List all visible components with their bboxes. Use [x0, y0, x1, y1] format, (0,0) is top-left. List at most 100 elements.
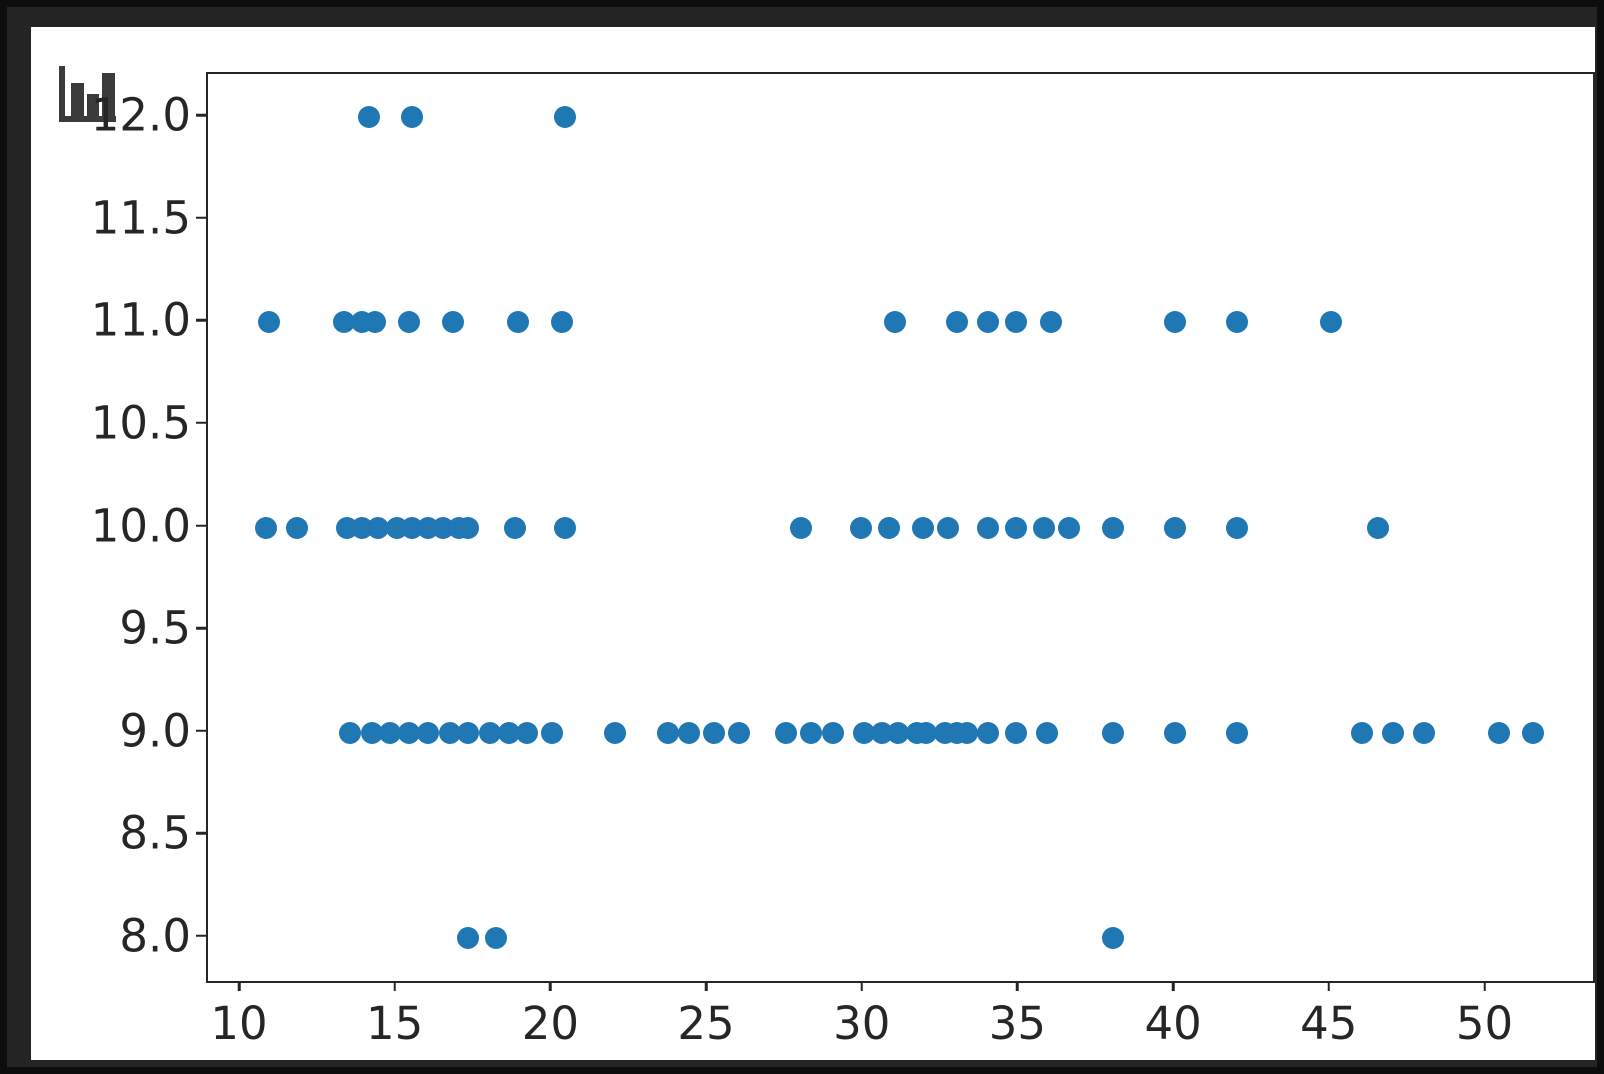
scatter-point [1036, 721, 1059, 744]
scatter-point [1226, 721, 1249, 744]
scatter-point [955, 721, 978, 744]
x-axis-tick [549, 981, 552, 991]
scatter-point [887, 721, 909, 744]
scatter-point [332, 311, 355, 334]
scatter-point [457, 516, 480, 539]
scatter-point [1101, 721, 1124, 744]
scatter-point [1039, 311, 1062, 334]
x-axis-tick-label: 10 [210, 997, 268, 1050]
scatter-point [1005, 721, 1028, 744]
scatter-point [911, 516, 934, 539]
scatter-point [656, 721, 679, 744]
scatter-point [774, 721, 797, 744]
x-axis-tick [393, 981, 396, 991]
scatter-point [703, 721, 726, 744]
x-axis-tick-label: 50 [1455, 997, 1514, 1050]
scatter-point [877, 516, 900, 539]
scatter-point [790, 516, 813, 539]
scatter-point [728, 721, 751, 744]
y-axis-tick-label: 11.5 [90, 191, 191, 245]
figure: 10 15 20 25 30 35 40 45 50 8.0 8.5 9.0 9.5 10.0 10.5 11… [31, 27, 1595, 1060]
scatter-point [507, 311, 530, 334]
y-axis-tick [196, 626, 206, 630]
scatter-point [457, 926, 480, 949]
scatter-point [360, 721, 383, 744]
x-axis-tick [1016, 981, 1019, 991]
scatter-point [550, 311, 573, 334]
scatter-point [678, 721, 701, 744]
x-axis-tick-label: 35 [988, 997, 1047, 1050]
y-axis-tick [196, 832, 206, 835]
scatter-point [852, 721, 875, 744]
scatter-point [363, 311, 386, 334]
scatter-point [357, 106, 380, 129]
scatter-point [1005, 516, 1028, 539]
scatter-point [1033, 516, 1056, 539]
window-background: 10 15 20 25 30 35 40 45 50 8.0 8.5 9.0 9.5 10.0 10.5 11… [7, 7, 1597, 1067]
scatter-point [398, 311, 421, 334]
y-axis-tick-label: 11.0 [90, 293, 191, 347]
y-axis-tick-label: 10.5 [90, 396, 191, 450]
y-axis-tick [196, 113, 206, 117]
scatter-point [398, 721, 421, 744]
scatter-point [485, 926, 508, 949]
scatter-point [441, 311, 464, 334]
scatter-point [883, 311, 906, 334]
scatter-point [479, 721, 502, 744]
y-axis-tick [196, 729, 206, 732]
scatter-point [849, 516, 872, 539]
scatter-point [936, 516, 959, 539]
scatter-point [821, 721, 844, 744]
scatter-point [977, 721, 1000, 744]
scatter-point [497, 721, 520, 744]
y-axis-tick-label: 8.5 [119, 806, 191, 860]
scatter-point [1366, 516, 1389, 539]
x-axis-tick [1483, 981, 1486, 991]
y-axis-tick-label: 9.5 [119, 601, 191, 655]
scatter-point [541, 721, 564, 744]
scatter-point [977, 311, 1000, 334]
x-axis-tick-label: 15 [366, 997, 424, 1050]
y-axis-tick [196, 319, 206, 322]
scatter-point [1487, 721, 1510, 744]
scatter-point [1350, 721, 1373, 744]
scatter-point [401, 106, 424, 129]
scatter-point [286, 516, 309, 539]
scatter-point [1226, 311, 1249, 334]
x-axis-tick [237, 981, 241, 991]
scatter-point [1413, 721, 1436, 744]
y-axis-tick-label: 9.0 [119, 704, 191, 758]
y-axis-tick-label: 10.0 [90, 499, 191, 552]
plot-area [206, 72, 1595, 983]
x-axis-tick-label: 30 [833, 997, 891, 1050]
x-axis-tick-label: 40 [1144, 997, 1202, 1050]
scatter-point [553, 516, 576, 539]
scatter-point [416, 721, 439, 744]
scatter-point [1226, 516, 1249, 539]
scatter-point [1164, 721, 1187, 744]
scatter-point [1005, 311, 1028, 334]
scatter-point [504, 516, 527, 539]
scatter-point [338, 721, 361, 744]
scatter-point [254, 516, 277, 539]
scatter-point [915, 721, 938, 744]
scatter-point [1522, 721, 1545, 744]
y-axis-tick-label: 12.0 [90, 88, 191, 142]
x-axis-tick-label: 25 [677, 997, 735, 1050]
y-axis-tick [196, 216, 206, 219]
x-axis-tick-label: 45 [1300, 997, 1358, 1050]
y-axis-tick [196, 934, 206, 938]
scatter-point [1164, 516, 1187, 539]
scatter-point [799, 721, 822, 744]
scatter-point [516, 721, 539, 744]
scatter-point [603, 721, 626, 744]
x-axis-tick [704, 981, 708, 991]
scatter-point [1319, 311, 1342, 334]
x-axis-tick-label: 20 [521, 997, 580, 1050]
scatter-point [1164, 311, 1187, 334]
x-axis-tick [860, 981, 863, 991]
scatter-point [946, 311, 969, 334]
scatter-point [1101, 516, 1124, 539]
y-axis-tick [196, 421, 206, 425]
